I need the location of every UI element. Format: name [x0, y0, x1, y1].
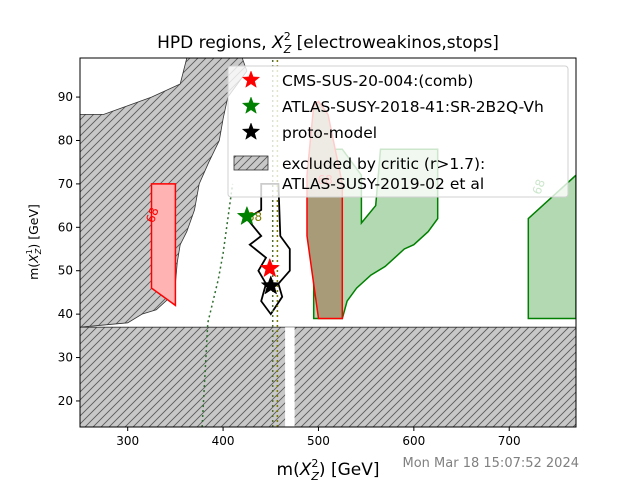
y-tick-label-3: 50: [58, 264, 73, 278]
legend-hatch-swatch: [233, 155, 269, 171]
chart-title-superscript: 2: [284, 30, 291, 43]
marker-star-0: [259, 257, 280, 278]
y-tick-label-5: 70: [58, 177, 73, 191]
contour-label-0: 68: [143, 206, 161, 225]
marker-layer: [236, 205, 281, 295]
legend-label-line: ATLAS-SUSY-2018-41:SR-2B2Q-Vh: [282, 98, 544, 116]
chart-title-subscript: Z: [283, 43, 292, 56]
y-tick-label-6: 80: [58, 133, 73, 147]
legend-star-1: [241, 96, 261, 114]
chart-title: HPD regions, X2 Z [electroweakinos,stops]: [157, 30, 499, 56]
axes: 300 400 500 600 700 20 30 40 50 60 70 80 90: [58, 90, 521, 448]
legend-label-line: excluded by critic (r>1.7):: [282, 155, 485, 173]
excluded-region-band: [80, 326, 576, 427]
x-tick-label-4: 700: [498, 434, 521, 448]
x-axis-label-superscript: 2: [311, 457, 318, 470]
x-axis-label-post: ) [GeV]: [319, 460, 380, 480]
legend-label-line: proto-model: [282, 124, 377, 142]
x-tick-label-3: 600: [402, 434, 425, 448]
legend-star-2: [241, 122, 261, 140]
proto-model-contour: [245, 182, 291, 316]
allowed-strip: [285, 327, 295, 427]
y-tick-label-4: 60: [58, 220, 73, 234]
y-axis-label-post: ) [GeV]: [26, 204, 41, 249]
chart-title-post: [electroweakinos,stops]: [291, 33, 499, 53]
plot-frame: [79, 57, 577, 428]
legend: CMS-SUS-20-004:(comb) ATLAS-SUSY-2018-41:…: [227, 65, 569, 198]
y-tick-label-0: 20: [58, 394, 73, 408]
marker-star-1: [236, 205, 258, 226]
cms-hpd-region-left: [150, 183, 177, 307]
x-axis-label: m(X2 Z) [GeV]: [277, 457, 380, 480]
x-axis-label-subscript: Z: [310, 470, 319, 480]
legend-label-line: ATLAS-SUSY-2019-02 et al: [282, 175, 484, 193]
y-axis-label-superscript: 1: [25, 249, 34, 254]
y-axis-label-subscript: Z: [34, 248, 43, 255]
x-axis-label-symbol: X: [299, 460, 312, 480]
legend-star-0: [241, 70, 261, 88]
legend-label-line: CMS-SUS-20-004:(comb): [282, 72, 473, 90]
y-tick-label-2: 40: [58, 307, 73, 321]
legend-label-2: proto-model: [282, 124, 377, 142]
timestamp: Mon Mar 18 15:07:52 2024: [403, 456, 579, 471]
y-axis-label: m(X1Z) [GeV]: [25, 204, 43, 280]
legend-box: [227, 65, 569, 198]
y-tick-label-1: 30: [58, 351, 73, 365]
legend-items: CMS-SUS-20-004:(comb) ATLAS-SUSY-2018-41:…: [233, 70, 544, 193]
y-axis-label-symbol: X: [26, 254, 41, 264]
y-tick-label-7: 90: [58, 90, 73, 104]
atlas-hpd-region-right: [527, 174, 576, 320]
legend-label-1: ATLAS-SUSY-2018-41:SR-2B2Q-Vh: [282, 98, 544, 116]
legend-label-3: excluded by critic (r>1.7): ATLAS-SUSY-20…: [282, 155, 485, 193]
marker-star-2: [260, 275, 281, 295]
chart-title-pre: HPD regions,: [157, 33, 272, 53]
x-tick-label-2: 500: [307, 434, 330, 448]
x-tick-label-1: 400: [212, 434, 235, 448]
chart-title-symbol: X: [271, 33, 284, 53]
x-tick-label-0: 300: [116, 434, 139, 448]
x-axis-label-pre: m(: [277, 460, 300, 480]
y-axis-label-pre: m(: [26, 263, 41, 280]
legend-label-0: CMS-SUS-20-004:(comb): [282, 72, 473, 90]
